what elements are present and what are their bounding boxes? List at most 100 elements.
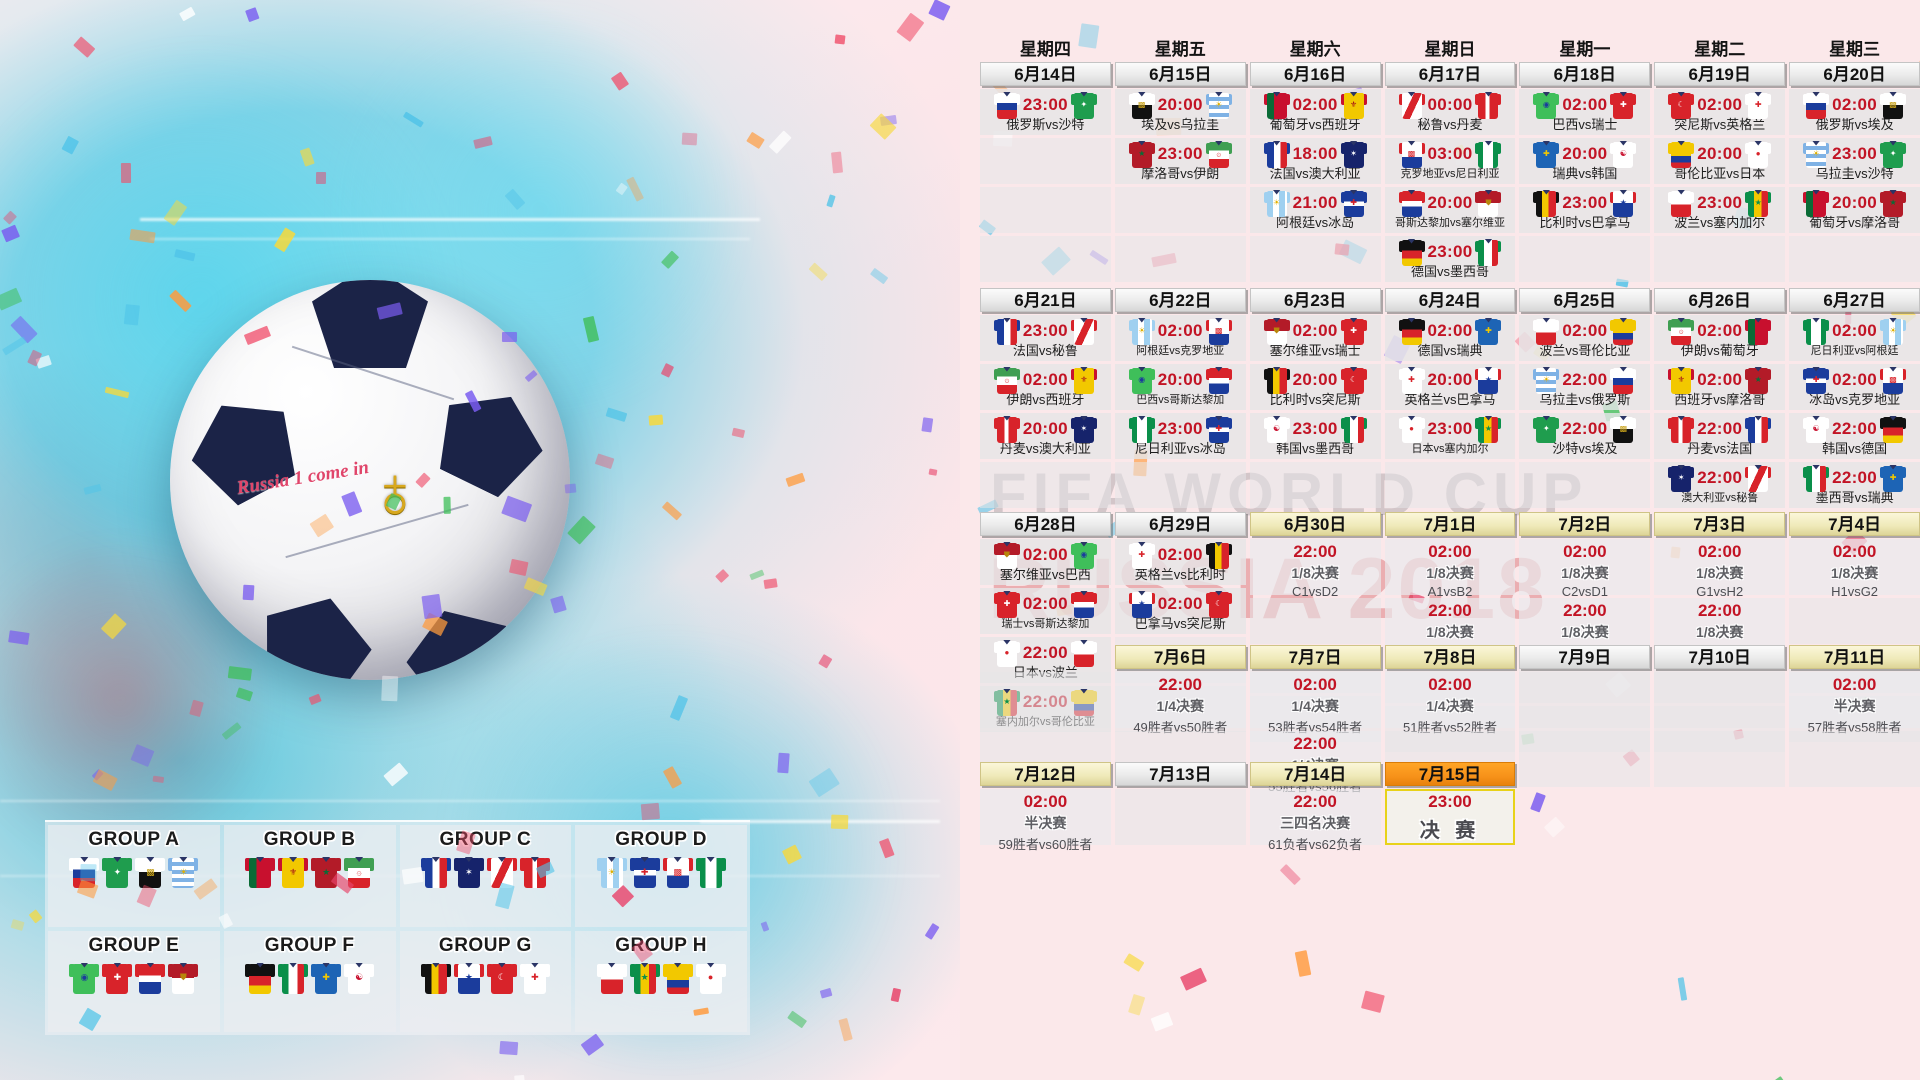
team-kit-icon-法国 bbox=[421, 855, 451, 888]
date-header-7月1日[interactable]: 7月1日 bbox=[1385, 512, 1516, 536]
match-card[interactable]: 23:00 ★ 比利时vs巴拿马 bbox=[1519, 187, 1650, 233]
match-card[interactable]: 02:00 ⚜ 葡萄牙vs西班牙 bbox=[1250, 89, 1381, 135]
date-header-7月12日[interactable]: 7月12日 bbox=[980, 762, 1111, 786]
match-card[interactable]: ☀ 21:00 ✚ 阿根廷vs冰岛 bbox=[1250, 187, 1381, 233]
match-card[interactable]: ● 23:00 ★ 日本vs塞内加尔 bbox=[1385, 413, 1516, 459]
match-card-knockout[interactable]: 22:00 1/4决赛 49胜者vs50胜者 bbox=[1115, 672, 1246, 728]
match-card-empty bbox=[1519, 672, 1650, 728]
date-header-7月14日[interactable]: 7月14日 bbox=[1250, 762, 1381, 786]
match-card[interactable]: 20:00 ☾ 比利时vs突尼斯 bbox=[1250, 364, 1381, 410]
match-card[interactable]: 23:00 ✦ 俄罗斯vs沙特 bbox=[980, 89, 1111, 135]
match-card[interactable]: ✦ 22:00 ▩ 沙特vs埃及 bbox=[1519, 413, 1650, 459]
date-header-6月24日[interactable]: 6月24日 bbox=[1385, 288, 1516, 312]
match-card[interactable]: ☾ 02:00 ✚ 突尼斯vs英格兰 bbox=[1654, 89, 1785, 135]
match-card[interactable]: 00:00 秘鲁vs丹麦 bbox=[1385, 89, 1516, 135]
date-header-6月17日[interactable]: 6月17日 bbox=[1385, 62, 1516, 86]
match-time: 02:00 bbox=[1293, 95, 1338, 115]
match-card[interactable]: 02:00 ✚ 德国vs瑞典 bbox=[1385, 315, 1516, 361]
match-card[interactable]: ◉ 02:00 ✚ 巴西vs瑞士 bbox=[1519, 89, 1650, 135]
match-card[interactable]: 20:00 ⛊ 哥斯达黎加vs塞尔维亚 bbox=[1385, 187, 1516, 233]
date-header-7月15日[interactable]: 7月15日 bbox=[1385, 762, 1516, 786]
date-header-6月22日[interactable]: 6月22日 bbox=[1115, 288, 1246, 312]
match-card[interactable]: 02:00 ☀ 尼日利亚vs阿根廷 bbox=[1789, 315, 1920, 361]
match-card[interactable]: ✚ 02:00 ▩ 冰岛vs克罗地亚 bbox=[1789, 364, 1920, 410]
confetti-piece bbox=[1361, 991, 1385, 1013]
match-card[interactable]: ▩ 03:00 克罗地亚vs尼日利亚 bbox=[1385, 138, 1516, 184]
match-card-knockout[interactable]: 02:00 半决赛 59胜者vs60胜者 bbox=[980, 789, 1111, 845]
match-card-knockout[interactable]: 02:00 1/8决赛 H1vsG2 bbox=[1789, 539, 1920, 595]
match-card[interactable]: ✚ 02:00 英格兰vs比利时 bbox=[1115, 539, 1246, 585]
match-card-knockout[interactable]: 02:00 1/4决赛 51胜者vs52胜者 bbox=[1385, 672, 1516, 728]
date-header-7月6日[interactable]: 7月6日 bbox=[1115, 645, 1246, 669]
match-card-final[interactable]: 23:00 决 赛 bbox=[1385, 789, 1516, 845]
date-header-7月10日[interactable]: 7月10日 bbox=[1654, 645, 1785, 669]
match-card[interactable]: ✚ 20:00 ★ 英格兰vs巴拿马 bbox=[1385, 364, 1516, 410]
confetti-piece bbox=[1766, 1075, 1792, 1080]
schedule-panel: FIFA WORLD CUP RUSSIA 2018 星期四6月14日 23:0… bbox=[960, 0, 1920, 1080]
date-header-6月21日[interactable]: 6月21日 bbox=[980, 288, 1111, 312]
match-card[interactable]: 22:00 丹麦vs法国 bbox=[1654, 413, 1785, 459]
date-header-6月15日[interactable]: 6月15日 bbox=[1115, 62, 1246, 86]
match-card[interactable]: ۞ 02:00 ⚜ 伊朗vs西班牙 bbox=[980, 364, 1111, 410]
match-card[interactable]: 20:00 ✶ 丹麦vs澳大利亚 bbox=[980, 413, 1111, 459]
match-card[interactable]: ✚ 02:00 瑞士vs哥斯达黎加 bbox=[980, 588, 1111, 634]
match-card[interactable]: ۞ 02:00 伊朗vs葡萄牙 bbox=[1654, 315, 1785, 361]
match-card-knockout[interactable]: 02:00 半决赛 57胜者vs58胜者 bbox=[1789, 672, 1920, 728]
kit-emblem-icon: ✚ bbox=[1002, 599, 1012, 609]
date-header-7月9日[interactable]: 7月9日 bbox=[1519, 645, 1650, 669]
match-card-knockout[interactable]: 02:00 1/8决赛 A1vsB2 bbox=[1385, 539, 1516, 595]
match-card[interactable]: 20:00 ● 哥伦比亚vs日本 bbox=[1654, 138, 1785, 184]
match-card[interactable]: ✚ 20:00 ☯ 瑞典vs韩国 bbox=[1519, 138, 1650, 184]
ball-panel bbox=[247, 581, 383, 680]
date-header-6月27日[interactable]: 6月27日 bbox=[1789, 288, 1920, 312]
date-header-7月4日[interactable]: 7月4日 bbox=[1789, 512, 1920, 536]
date-header-6月14日[interactable]: 6月14日 bbox=[980, 62, 1111, 86]
date-header-6月28日[interactable]: 6月28日 bbox=[980, 512, 1111, 536]
date-header-6月25日[interactable]: 6月25日 bbox=[1519, 288, 1650, 312]
match-card[interactable]: 23:00 德国vs墨西哥 bbox=[1385, 236, 1516, 282]
match-card[interactable]: ☀ 22:00 乌拉圭vs俄罗斯 bbox=[1519, 364, 1650, 410]
match-card[interactable]: 23:00 ★ 波兰vs塞内加尔 bbox=[1654, 187, 1785, 233]
match-card[interactable]: ▩ 20:00 ☀ 埃及vs乌拉圭 bbox=[1115, 89, 1246, 135]
date-header-6月26日[interactable]: 6月26日 bbox=[1654, 288, 1785, 312]
date-header-7月2日[interactable]: 7月2日 bbox=[1519, 512, 1650, 536]
date-header-7月8日[interactable]: 7月8日 bbox=[1385, 645, 1516, 669]
match-card[interactable]: ⛊ 02:00 ✚ 塞尔维亚vs瑞士 bbox=[1250, 315, 1381, 361]
match-card[interactable]: ⛊ 02:00 ◉ 塞尔维亚vs巴西 bbox=[980, 539, 1111, 585]
match-card[interactable]: ☯ 22:00 韩国vs德国 bbox=[1789, 413, 1920, 459]
match-card-knockout[interactable]: 22:00 三四名决赛 61负者vs62负者 bbox=[1250, 789, 1381, 845]
match-card[interactable]: ✶ 22:00 澳大利亚vs秘鲁 bbox=[1654, 462, 1785, 508]
match-card[interactable]: 22:00 ✚ 墨西哥vs瑞典 bbox=[1789, 462, 1920, 508]
match-card[interactable]: ☯ 23:00 韩国vs墨西哥 bbox=[1250, 413, 1381, 459]
match-card[interactable]: ◉ 20:00 巴西vs哥斯达黎加 bbox=[1115, 364, 1246, 410]
match-card[interactable]: ☀ 02:00 ▩ 阿根廷vs克罗地亚 bbox=[1115, 315, 1246, 361]
date-header-6月30日[interactable]: 6月30日 bbox=[1250, 512, 1381, 536]
date-header-6月29日[interactable]: 6月29日 bbox=[1115, 512, 1246, 536]
match-top-row: ☾ 02:00 ✚ bbox=[1656, 92, 1783, 118]
match-card-knockout[interactable]: 02:00 1/8决赛 C2vsD1 bbox=[1519, 539, 1650, 595]
date-header-6月20日[interactable]: 6月20日 bbox=[1789, 62, 1920, 86]
match-card[interactable]: ★ 23:00 ۞ 摩洛哥vs伊朗 bbox=[1115, 138, 1246, 184]
match-card[interactable]: ★ 02:00 ☾ 巴拿马vs突尼斯 bbox=[1115, 588, 1246, 634]
date-header-6月19日[interactable]: 6月19日 bbox=[1654, 62, 1785, 86]
date-header-6月23日[interactable]: 6月23日 bbox=[1250, 288, 1381, 312]
match-card[interactable]: 18:00 ✶ 法国vs澳大利亚 bbox=[1250, 138, 1381, 184]
match-card[interactable]: 23:00 法国vs秘鲁 bbox=[980, 315, 1111, 361]
date-header-6月16日[interactable]: 6月16日 bbox=[1250, 62, 1381, 86]
match-card[interactable]: 02:00 波兰vs哥伦比亚 bbox=[1519, 315, 1650, 361]
date-header-7月13日[interactable]: 7月13日 bbox=[1115, 762, 1246, 786]
match-card[interactable]: ☀ 23:00 ✦ 乌拉圭vs沙特 bbox=[1789, 138, 1920, 184]
match-card[interactable]: ⚜ 02:00 ★ 西班牙vs摩洛哥 bbox=[1654, 364, 1785, 410]
match-card[interactable]: 20:00 ★ 葡萄牙vs摩洛哥 bbox=[1789, 187, 1920, 233]
date-header-7月11日[interactable]: 7月11日 bbox=[1789, 645, 1920, 669]
confetti-piece bbox=[595, 454, 614, 469]
match-card[interactable]: 23:00 ✚ 尼日利亚vs冰岛 bbox=[1115, 413, 1246, 459]
confetti-piece bbox=[897, 13, 925, 43]
match-card-knockout[interactable]: 02:00 1/8决赛 G1vsH2 bbox=[1654, 539, 1785, 595]
date-header-6月18日[interactable]: 6月18日 bbox=[1519, 62, 1650, 86]
date-header-7月7日[interactable]: 7月7日 bbox=[1250, 645, 1381, 669]
match-card[interactable]: 02:00 ▩ 俄罗斯vs埃及 bbox=[1789, 89, 1920, 135]
match-card-knockout[interactable]: 02:00 1/4决赛 53胜者vs54胜者 bbox=[1250, 672, 1381, 728]
date-header-7月3日[interactable]: 7月3日 bbox=[1654, 512, 1785, 536]
match-card-knockout[interactable]: 22:00 1/8决赛 C1vsD2 bbox=[1250, 539, 1381, 595]
